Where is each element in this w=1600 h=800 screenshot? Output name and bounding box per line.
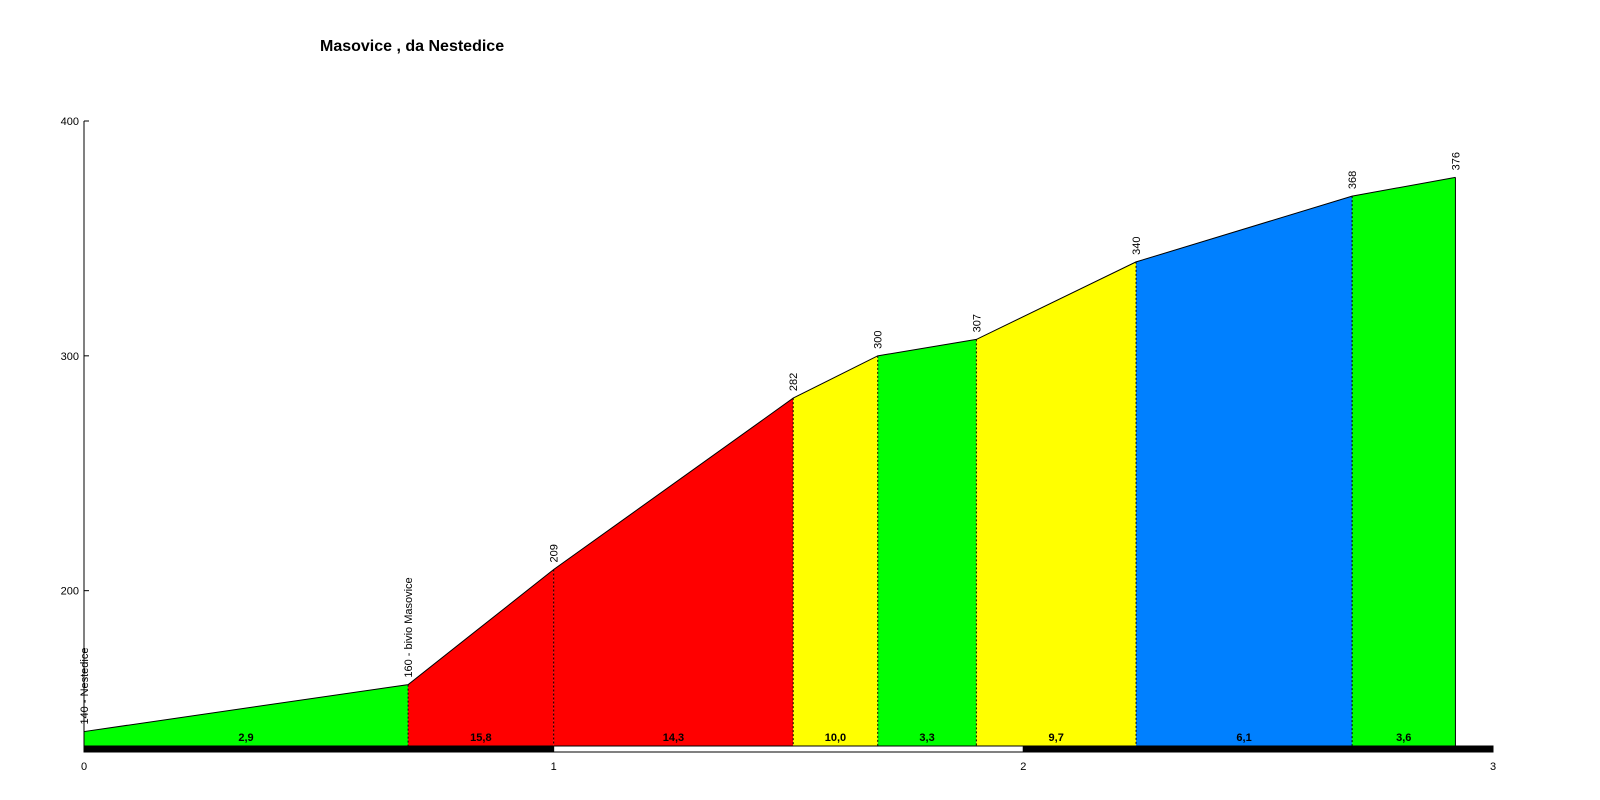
- elevation-label: 307: [971, 314, 983, 332]
- segment-fill: [877, 339, 977, 746]
- segment-fill: [84, 684, 409, 746]
- distance-scale-bar: [83, 745, 1494, 753]
- segment-fill: [408, 569, 554, 746]
- axes: 200 300 400 0 1 2 3: [61, 116, 1496, 773]
- scale-bar-block: [83, 745, 555, 753]
- profile-line: [83, 176, 1456, 733]
- segment-gradient-label: 9,7: [1049, 732, 1064, 744]
- elevation-label: 140 - Nestedice: [79, 648, 91, 725]
- segment-gradient-label: 14,3: [663, 732, 684, 744]
- x-tick-label: 3: [1490, 761, 1496, 773]
- segment-fill: [976, 261, 1137, 746]
- segment-gradient-label: 2,9: [238, 732, 253, 744]
- chart-title: Masovice , da Nestedice: [320, 38, 505, 55]
- data-labels: 2,9 15,8 14,3 10,0 3,3 9,7 6,1 3,6 140 - Nestedi…: [79, 152, 1462, 744]
- y-tick-label: 200: [61, 586, 79, 598]
- segment-fills: [84, 177, 1456, 747]
- x-tick-label: 0: [81, 761, 87, 773]
- segment-fill: [553, 398, 794, 746]
- x-tick-label: 1: [551, 761, 557, 773]
- segment-gradient-label: 3,6: [1396, 732, 1411, 744]
- elevation-label: 209: [549, 544, 561, 562]
- segment-gradient-label: 6,1: [1236, 732, 1251, 744]
- segment-fill: [793, 355, 878, 746]
- profile-line-group: [83, 176, 1456, 733]
- y-tick-label: 300: [61, 351, 79, 363]
- elevation-label: 376: [1450, 152, 1462, 170]
- segment-fill: [1352, 177, 1456, 746]
- elevation-label: 300: [873, 330, 885, 348]
- x-tick-label: 2: [1020, 761, 1026, 773]
- elevation-label: 160 - bivio Masovice: [403, 577, 415, 677]
- scale-bar-block: [1022, 745, 1494, 753]
- segment-gradient-label: 15,8: [470, 732, 491, 744]
- elevation-label: 340: [1131, 237, 1143, 255]
- segment-gradient-label: 3,3: [919, 732, 934, 744]
- scale-bar-block: [553, 745, 1024, 753]
- elevation-label: 368: [1347, 171, 1359, 189]
- elevation-label: 282: [788, 373, 800, 391]
- segment-gradient-label: 10,0: [825, 732, 846, 744]
- segment-dividers: [83, 177, 1456, 746]
- y-tick-label: 400: [61, 116, 79, 128]
- segment-fill: [1136, 196, 1353, 747]
